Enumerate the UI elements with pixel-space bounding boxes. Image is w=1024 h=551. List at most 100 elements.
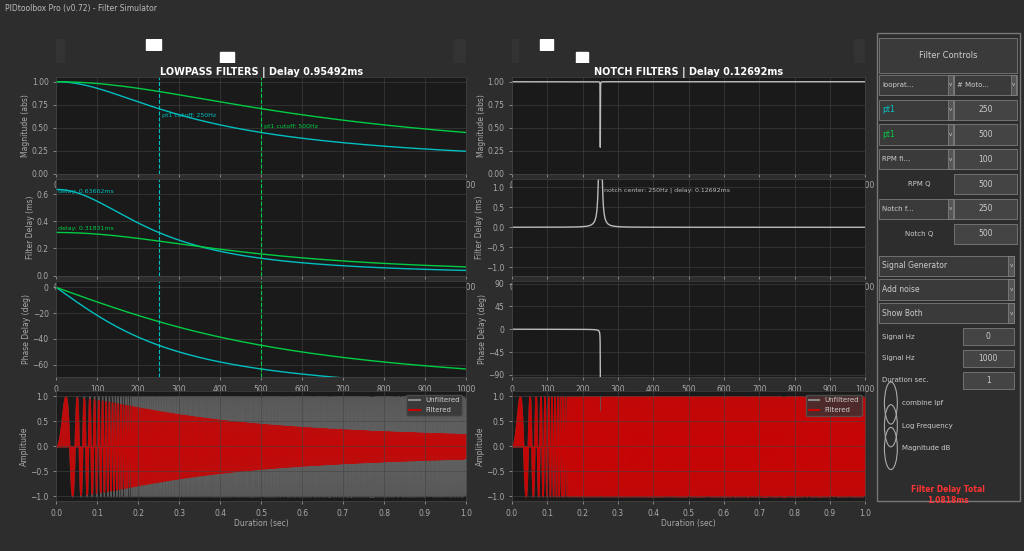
Text: v: v xyxy=(1010,263,1013,268)
Bar xyxy=(948,125,952,144)
Bar xyxy=(954,224,1017,244)
X-axis label: Duration (sec): Duration (sec) xyxy=(662,520,716,528)
Bar xyxy=(880,174,954,194)
Bar xyxy=(954,75,1017,95)
X-axis label: Frequency (Hz): Frequency (Hz) xyxy=(232,192,290,201)
Bar xyxy=(948,75,952,95)
Bar xyxy=(854,39,865,51)
Text: RPM Q: RPM Q xyxy=(908,181,931,187)
Y-axis label: Filter Delay (ms): Filter Delay (ms) xyxy=(27,196,35,259)
Bar xyxy=(56,39,63,51)
Bar xyxy=(880,224,954,244)
Text: 0: 0 xyxy=(986,332,991,341)
Bar xyxy=(963,350,1014,367)
Y-axis label: Amplitude: Amplitude xyxy=(19,426,29,466)
Bar xyxy=(880,256,1014,276)
Bar xyxy=(880,199,954,219)
Text: delay: 0.31831ms: delay: 0.31831ms xyxy=(58,226,114,231)
X-axis label: Duration (sec): Duration (sec) xyxy=(233,520,289,528)
Bar xyxy=(948,149,952,169)
Bar xyxy=(854,51,865,63)
Text: v: v xyxy=(1012,82,1015,87)
Text: 1000: 1000 xyxy=(979,354,998,363)
Text: Notch f...: Notch f... xyxy=(883,206,913,212)
X-axis label: Frequency (Hz): Frequency (Hz) xyxy=(232,294,290,302)
Bar xyxy=(575,52,588,63)
Y-axis label: Magnitude (abs): Magnitude (abs) xyxy=(477,94,486,157)
Text: Show Both: Show Both xyxy=(883,309,923,318)
Bar xyxy=(1009,303,1014,323)
Bar xyxy=(453,39,466,51)
Bar xyxy=(948,100,952,120)
Text: 100: 100 xyxy=(978,155,992,164)
Y-axis label: Magnitude (abs): Magnitude (abs) xyxy=(22,94,31,157)
Bar xyxy=(1012,75,1016,95)
Text: Magnitude dB: Magnitude dB xyxy=(902,446,950,451)
Bar xyxy=(963,328,1014,345)
X-axis label: Frequency (Hz): Frequency (Hz) xyxy=(659,192,718,201)
Bar xyxy=(954,149,1017,169)
Bar xyxy=(880,75,954,95)
Bar xyxy=(963,372,1014,389)
Bar xyxy=(56,51,63,63)
Text: v: v xyxy=(949,207,952,212)
Text: Signal Hz: Signal Hz xyxy=(883,355,914,361)
X-axis label: Frequency (Hz): Frequency (Hz) xyxy=(232,396,290,404)
Text: 250: 250 xyxy=(978,105,992,114)
Bar xyxy=(220,52,234,63)
Bar xyxy=(512,39,518,51)
Bar xyxy=(880,279,1014,300)
Legend: Unfiltered, Filtered: Unfiltered, Filtered xyxy=(806,395,862,415)
Bar xyxy=(948,199,952,219)
Text: Log Frequency: Log Frequency xyxy=(902,423,953,429)
Text: 250: 250 xyxy=(978,204,992,213)
Text: v: v xyxy=(949,107,952,112)
Text: # Moto...: # Moto... xyxy=(956,82,989,88)
Text: v: v xyxy=(1010,311,1013,316)
Y-axis label: Amplitude: Amplitude xyxy=(475,426,484,466)
Text: Signal Hz: Signal Hz xyxy=(883,334,914,339)
Bar xyxy=(954,174,1017,194)
Bar xyxy=(1009,279,1014,300)
Bar xyxy=(954,125,1017,144)
Text: delay: 0.63662ms: delay: 0.63662ms xyxy=(58,189,114,194)
Text: Notch Q: Notch Q xyxy=(905,231,934,237)
Text: combine lpf: combine lpf xyxy=(902,400,943,406)
Bar xyxy=(1009,256,1014,276)
Bar xyxy=(880,125,954,144)
Text: 500: 500 xyxy=(978,130,993,139)
Text: pt1: pt1 xyxy=(883,130,895,139)
Text: Filter Delay Total
1.0818ms: Filter Delay Total 1.0818ms xyxy=(911,485,985,505)
Y-axis label: Phase Delay (deg): Phase Delay (deg) xyxy=(23,294,31,364)
Text: LOWPASS FILTERS | Delay 0.95492ms: LOWPASS FILTERS | Delay 0.95492ms xyxy=(160,67,362,78)
X-axis label: Frequency (Hz): Frequency (Hz) xyxy=(659,294,718,302)
Text: pt1 cutoff: 250Hz: pt1 cutoff: 250Hz xyxy=(162,112,216,117)
Text: v: v xyxy=(949,82,952,87)
Bar xyxy=(880,38,1017,73)
Bar xyxy=(880,303,1014,323)
Text: looprat...: looprat... xyxy=(883,82,913,88)
Text: PIDtoolbox Pro (v0.72) - Filter Simulator: PIDtoolbox Pro (v0.72) - Filter Simulato… xyxy=(5,4,157,13)
X-axis label: Frequency (Hz): Frequency (Hz) xyxy=(659,396,718,404)
Text: 1: 1 xyxy=(986,376,991,385)
Text: NOTCH FILTERS | Delay 0.12692ms: NOTCH FILTERS | Delay 0.12692ms xyxy=(594,67,783,78)
Bar xyxy=(146,39,161,50)
Text: 500: 500 xyxy=(978,180,993,188)
Bar xyxy=(880,149,954,169)
Text: v: v xyxy=(1010,287,1013,292)
Y-axis label: Phase Delay (deg): Phase Delay (deg) xyxy=(478,294,486,364)
Y-axis label: Filter Delay (ms): Filter Delay (ms) xyxy=(475,196,484,259)
Bar xyxy=(880,100,954,120)
Text: RPM fi...: RPM fi... xyxy=(883,156,910,163)
Bar xyxy=(512,51,518,63)
Text: Add noise: Add noise xyxy=(883,285,920,294)
Bar xyxy=(453,51,466,63)
Text: Signal Generator: Signal Generator xyxy=(883,261,947,270)
Text: 500: 500 xyxy=(978,229,993,238)
Bar xyxy=(541,39,553,50)
Text: notch center: 250Hz | delay: 0.12692ms: notch center: 250Hz | delay: 0.12692ms xyxy=(604,188,730,193)
Text: pt1 cutoff: 500Hz: pt1 cutoff: 500Hz xyxy=(264,123,318,128)
Bar xyxy=(954,100,1017,120)
Text: Duration sec.: Duration sec. xyxy=(883,377,929,383)
Text: Filter Controls: Filter Controls xyxy=(919,51,978,60)
